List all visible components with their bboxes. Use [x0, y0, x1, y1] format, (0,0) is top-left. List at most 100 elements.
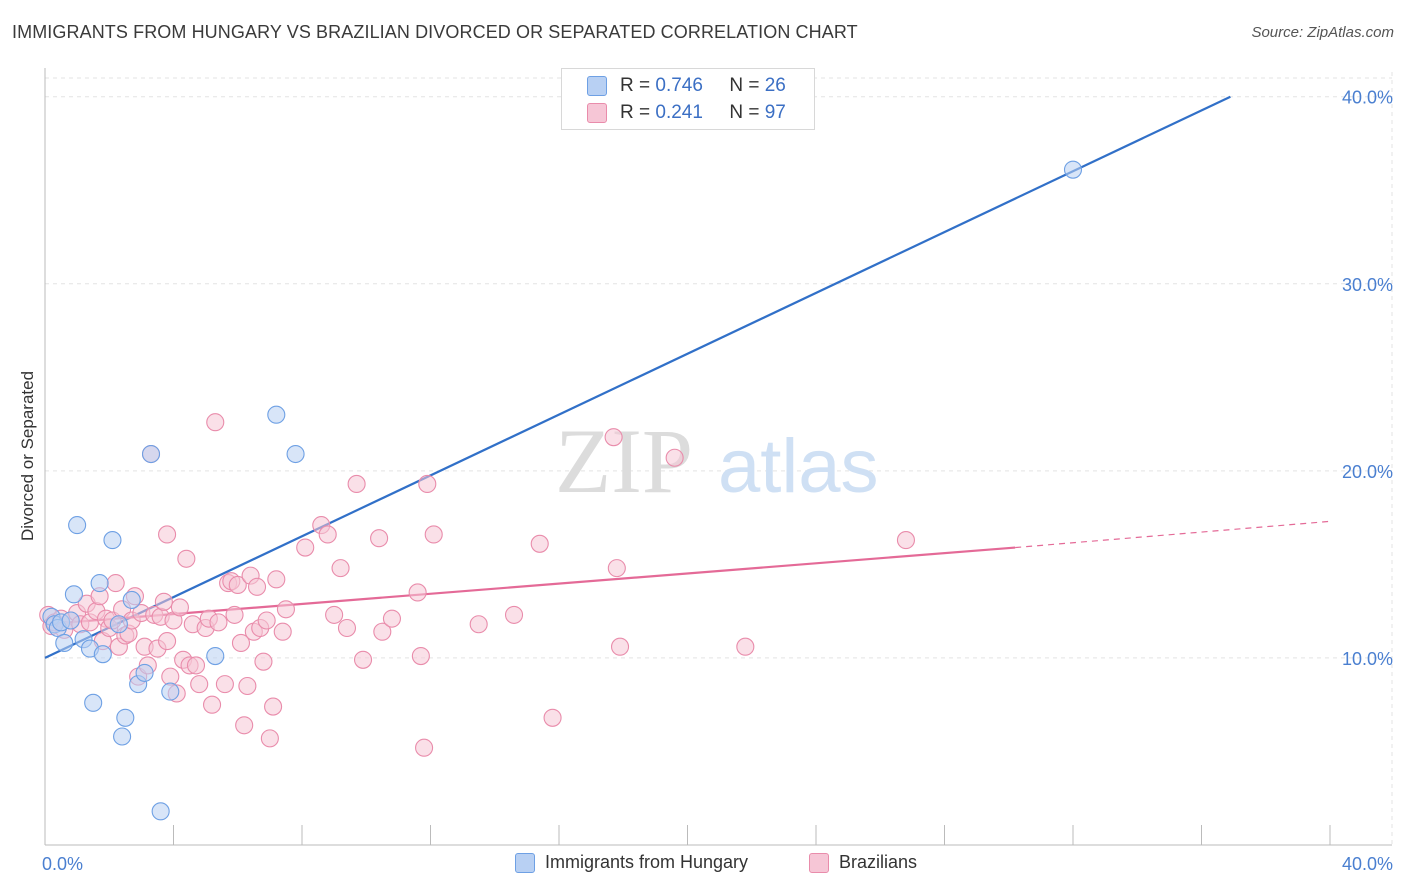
point-brazil [260, 729, 279, 748]
gridlines [45, 72, 1393, 845]
point-brazil [231, 633, 251, 653]
legend-r-label: R = [620, 75, 651, 96]
legend-n-value-hungary: 26 [764, 75, 786, 96]
point-brazil [257, 611, 276, 630]
axes [44, 68, 1392, 846]
x-tick-label: 40.0% [1342, 854, 1393, 874]
point-brazil [610, 637, 630, 656]
point-brazil [228, 575, 247, 595]
point-brazil [206, 413, 225, 432]
point-hungary [103, 531, 122, 550]
x-tick-label: 0.0% [42, 854, 83, 874]
point-brazil [264, 697, 283, 716]
legend-r-label: R = [620, 102, 651, 123]
point-hungary [122, 590, 141, 609]
legend-r-value-brazil: 0.241 [655, 102, 703, 123]
legend-text-hungary: R = 0.746 N = 26 [620, 75, 786, 97]
series-legend: Immigrants from Hungary Brazilians [0, 852, 1406, 880]
legend-swatch-hungary [587, 76, 607, 96]
legend-label-hungary: Immigrants from Hungary [545, 852, 749, 872]
legend-text-brazil: R = 0.241 N = 97 [620, 102, 786, 124]
point-brazil [604, 428, 623, 447]
legend-swatch-brazil [809, 852, 829, 873]
point-brazil [353, 650, 373, 669]
point-brazil [186, 656, 206, 675]
point-hungary [141, 444, 161, 464]
point-brazil [203, 695, 222, 714]
point-brazil [543, 708, 562, 727]
legend-label-brazil: Brazilians [839, 852, 918, 872]
point-brazil [411, 647, 430, 666]
watermark: ZIP atlas [555, 410, 879, 512]
y-tick-label: 20.0% [1342, 462, 1393, 482]
point-brazil [177, 549, 196, 568]
point-brazil [415, 738, 434, 757]
point-hungary [151, 802, 170, 821]
point-hungary [1063, 160, 1083, 179]
point-hungary [61, 611, 80, 630]
tick-labels: 10.0% 20.0% 30.0% 40.0% 0.0% 40.0% [42, 88, 1393, 874]
point-brazil [424, 525, 443, 544]
correlation-legend: R = 0.746 N = 26 R = 0.241 N = 97 [561, 68, 815, 130]
point-brazil [209, 613, 228, 632]
point-brazil [370, 529, 389, 548]
point-hungary [90, 574, 109, 593]
point-hungary [109, 615, 128, 634]
point-brazil [337, 618, 357, 638]
point-brazil [382, 609, 402, 628]
trend-lines [44, 95, 1331, 659]
legend-item-hungary: Immigrants from Hungary [515, 852, 748, 873]
point-hungary [55, 633, 74, 653]
point-brazil [154, 592, 173, 611]
point-brazil [325, 605, 344, 624]
point-hungary [93, 645, 112, 664]
point-brazil [607, 559, 626, 578]
point-brazil [238, 676, 257, 696]
data-points [39, 160, 1083, 821]
point-brazil [504, 605, 524, 624]
y-tick-label: 10.0% [1342, 649, 1393, 669]
point-brazil [896, 531, 916, 550]
point-brazil [215, 675, 234, 694]
point-brazil [296, 538, 315, 557]
point-brazil [665, 448, 684, 467]
point-brazil [530, 534, 549, 553]
point-hungary [84, 693, 103, 712]
point-hungary [161, 682, 180, 701]
point-brazil [225, 605, 244, 624]
trend-line-hungary [44, 95, 1231, 659]
point-brazil [736, 637, 755, 656]
point-hungary [267, 405, 286, 424]
point-hungary [135, 663, 154, 682]
point-brazil [347, 474, 366, 493]
point-hungary [206, 647, 225, 666]
chart-source: Source: ZipAtlas.com [1251, 24, 1394, 41]
point-brazil [318, 525, 337, 544]
chart-title: IMMIGRANTS FROM HUNGARY VS BRAZILIAN DIV… [12, 22, 858, 42]
point-brazil [106, 574, 125, 593]
point-brazil [273, 622, 292, 641]
legend-swatch-hungary [515, 852, 535, 873]
legend-n-value-brazil: 97 [764, 102, 786, 123]
trend-line-brazil-extension [1015, 520, 1331, 549]
point-hungary [64, 585, 83, 604]
y-tick-label: 40.0% [1342, 88, 1393, 108]
point-brazil [170, 598, 189, 617]
point-brazil [247, 577, 267, 596]
point-brazil [267, 570, 286, 589]
point-hungary [68, 516, 87, 535]
point-brazil [418, 474, 437, 493]
point-brazil [469, 615, 488, 634]
point-brazil [276, 600, 295, 619]
legend-n-label: N = [729, 102, 760, 123]
point-brazil [331, 559, 350, 578]
point-brazil [158, 632, 177, 651]
y-tick-label: 30.0% [1342, 275, 1393, 295]
point-hungary [116, 708, 135, 727]
legend-r-value-hungary: 0.746 [655, 75, 703, 96]
point-brazil [408, 583, 427, 602]
watermark-atlas: atlas [718, 424, 879, 509]
point-hungary [113, 727, 132, 746]
point-brazil [254, 652, 273, 671]
